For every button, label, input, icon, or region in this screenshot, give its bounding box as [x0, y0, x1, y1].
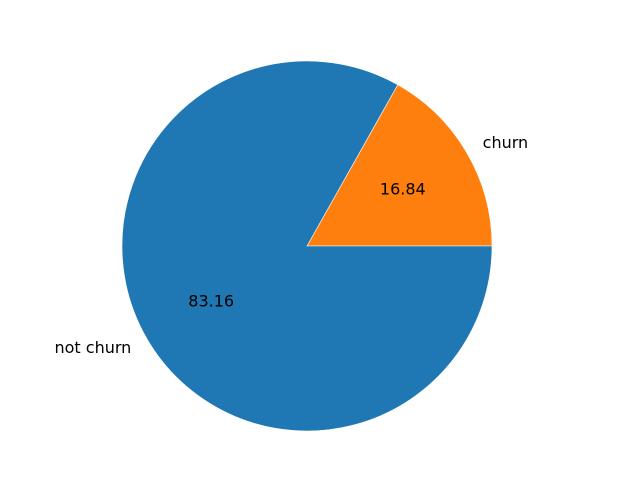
pie-slice-churn: [306, 84, 493, 247]
pie-category-label: churn: [483, 133, 529, 152]
pie-slice-not-churn: [121, 60, 493, 432]
pie-pct-label: 16.84: [380, 179, 426, 198]
pie-pct-label: 83.16: [188, 292, 234, 311]
pie-category-label: not churn: [55, 338, 132, 357]
pie-labels: 16.84 churn 83.16 not churn: [55, 133, 529, 357]
pie-slices: [121, 60, 493, 432]
